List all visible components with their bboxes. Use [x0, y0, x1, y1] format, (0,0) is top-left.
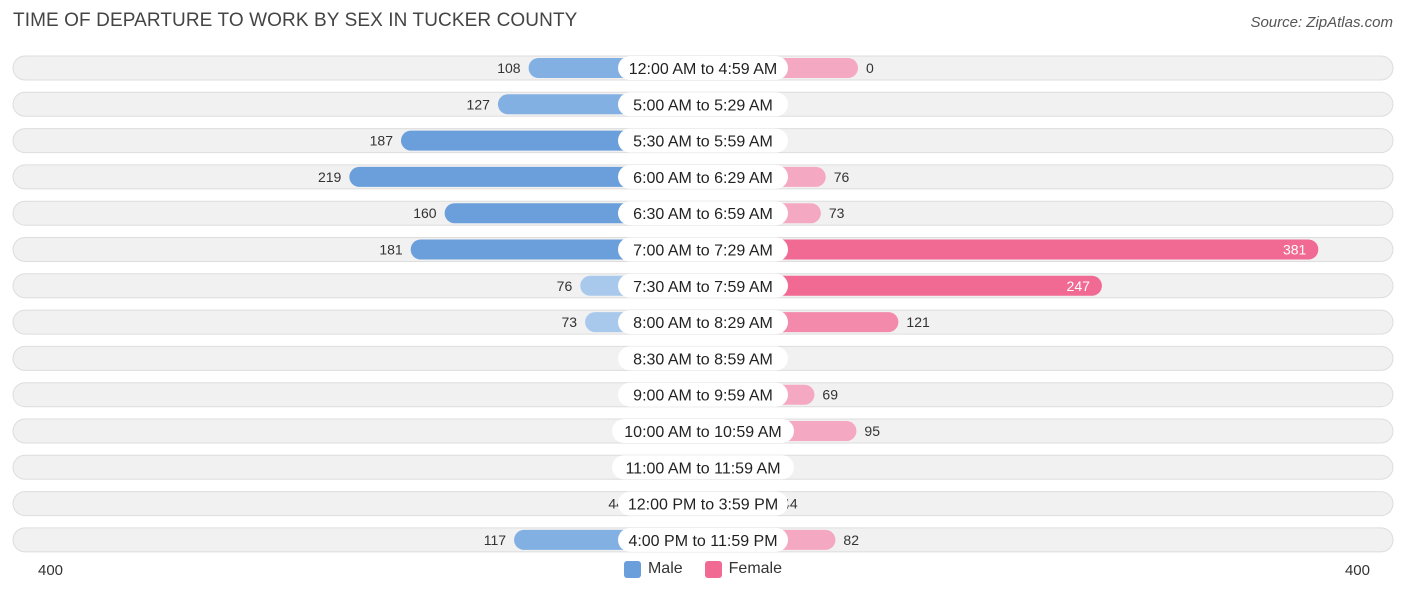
legend-swatch-female [704, 560, 722, 578]
category-pill [618, 92, 788, 117]
category-label: 10:00 AM to 10:59 AM [624, 424, 781, 441]
category-label: 6:30 AM to 6:59 AM [633, 206, 773, 223]
female-value-label: 381 [1283, 242, 1307, 258]
male-bar [349, 166, 703, 187]
axis-left-label: 400 [38, 562, 64, 579]
legend-swatch-male [623, 560, 641, 578]
male-value-label: 219 [318, 169, 342, 185]
category-pill [612, 455, 794, 480]
category-label: 6:00 AM to 6:29 AM [633, 170, 773, 187]
male-value-label: 181 [379, 242, 403, 258]
female-value-label: 69 [822, 387, 838, 403]
axis-right-label: 400 [1344, 562, 1370, 579]
category-label: 8:00 AM to 8:29 AM [633, 315, 773, 332]
category-pill [612, 419, 794, 443]
category-pill [618, 237, 788, 262]
category-pill [618, 491, 788, 516]
female-value-label: 247 [1067, 278, 1091, 294]
category-pill [618, 128, 788, 153]
category-label: 5:30 AM to 5:59 AM [633, 134, 773, 151]
category-label: 12:00 AM to 4:59 AM [629, 61, 778, 78]
category-pill [618, 164, 788, 189]
male-value-label: 73 [562, 314, 578, 330]
source-label: Source: ZipAtlas.com [1250, 14, 1393, 31]
female-bar [703, 275, 1102, 296]
category-pill [618, 527, 788, 552]
female-value-label: 73 [829, 205, 845, 221]
male-value-label: 117 [484, 532, 507, 548]
category-label: 7:00 AM to 7:29 AM [633, 243, 773, 260]
legend-label-female: Female [728, 560, 783, 577]
legend: Male Female [0, 560, 1406, 578]
male-value-label: 160 [413, 205, 437, 221]
category-label: 8:30 AM to 8:59 AM [633, 351, 773, 368]
male-value-label: 187 [370, 133, 394, 149]
category-pill [618, 346, 788, 371]
female-value-label: 0 [866, 60, 874, 76]
category-label: 4:00 PM to 11:59 PM [628, 533, 777, 550]
female-value-label: 121 [906, 314, 930, 330]
legend-item-female: Female [704, 560, 783, 578]
category-pill [618, 201, 788, 226]
male-value-label: 127 [467, 96, 491, 112]
female-value-label: 95 [864, 423, 880, 439]
male-value-label: 76 [557, 278, 573, 294]
category-label: 11:00 AM to 11:59 AM [625, 460, 780, 477]
category-pill [618, 382, 788, 407]
female-value-label: 82 [843, 532, 859, 548]
legend-label-male: Male [647, 560, 683, 577]
category-label: 5:00 AM to 5:29 AM [633, 97, 773, 114]
female-value-label: 76 [834, 169, 850, 185]
female-bar [703, 239, 1319, 260]
male-value-label: 108 [497, 60, 521, 76]
category-pill [618, 310, 788, 335]
category-pill [618, 56, 788, 80]
category-label: 7:30 AM to 7:59 AM [633, 279, 773, 296]
category-label: 12:00 PM to 3:59 PM [628, 497, 778, 514]
category-label: 9:00 AM to 9:59 AM [633, 388, 773, 405]
category-pill [618, 273, 788, 298]
chart-title: TIME OF DEPARTURE TO WORK BY SEX IN TUCK… [13, 10, 578, 31]
legend-item-male: Male [623, 560, 683, 578]
